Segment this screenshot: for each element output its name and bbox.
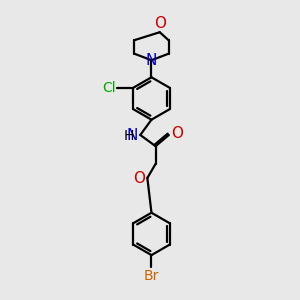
- Text: Cl: Cl: [102, 81, 116, 95]
- Text: O: O: [154, 16, 166, 31]
- Text: N: N: [127, 128, 138, 143]
- Text: O: O: [133, 171, 145, 186]
- Text: H: H: [124, 129, 134, 143]
- Text: O: O: [171, 126, 183, 141]
- Text: N: N: [146, 53, 157, 68]
- Text: Br: Br: [144, 269, 159, 283]
